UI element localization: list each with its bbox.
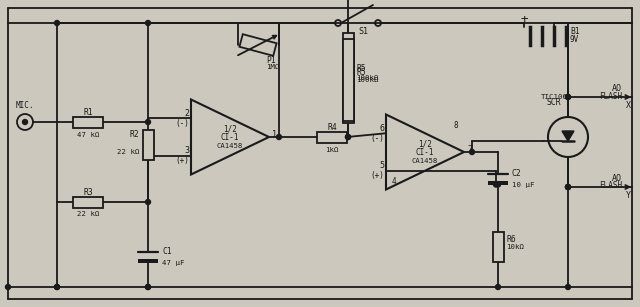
Text: TIC106: TIC106 (541, 94, 568, 100)
Text: 5: 5 (379, 161, 384, 170)
Text: SCR: SCR (547, 98, 561, 107)
Text: FLASH: FLASH (599, 181, 622, 191)
Text: R6: R6 (506, 235, 516, 243)
Bar (488, 181, 508, 185)
Text: 8: 8 (454, 121, 458, 130)
Bar (342, 33, 353, 123)
Text: R4: R4 (327, 123, 337, 132)
Text: CA1458: CA1458 (412, 158, 438, 164)
Circle shape (22, 119, 28, 125)
Text: +: + (520, 13, 528, 26)
Polygon shape (562, 131, 574, 141)
Text: 1/2: 1/2 (418, 139, 432, 149)
Bar (342, 39, 353, 121)
Circle shape (346, 134, 351, 139)
Circle shape (6, 285, 10, 290)
Circle shape (145, 119, 150, 125)
Text: 3: 3 (184, 146, 189, 155)
Text: 1MΩ: 1MΩ (266, 64, 280, 69)
Text: (-): (-) (370, 134, 384, 143)
Bar (73, 116, 103, 127)
Text: AO: AO (612, 173, 622, 182)
Text: 10 μF: 10 μF (512, 182, 534, 188)
Text: AO: AO (612, 84, 622, 92)
Text: 100kΩ: 100kΩ (356, 75, 379, 81)
Circle shape (145, 200, 150, 204)
Circle shape (566, 185, 570, 189)
Circle shape (276, 134, 282, 139)
Circle shape (54, 285, 60, 290)
Text: 1kΩ: 1kΩ (325, 146, 339, 153)
Text: 2: 2 (184, 109, 189, 118)
Bar (317, 131, 347, 142)
Circle shape (54, 21, 60, 25)
Text: 10kΩ: 10kΩ (506, 244, 525, 250)
Circle shape (54, 285, 60, 290)
Bar (143, 130, 154, 160)
Circle shape (145, 21, 150, 25)
Text: B1: B1 (570, 26, 580, 36)
Text: 22 kΩ: 22 kΩ (77, 212, 99, 217)
Text: 100kΩ: 100kΩ (356, 77, 379, 83)
Circle shape (470, 150, 474, 154)
Text: 1: 1 (272, 130, 277, 138)
Text: R2: R2 (130, 130, 140, 139)
Text: S1: S1 (358, 26, 368, 36)
Text: (-): (-) (175, 119, 189, 128)
Circle shape (495, 182, 500, 187)
Text: 7: 7 (467, 145, 472, 154)
Text: 4: 4 (392, 177, 396, 186)
Text: R3: R3 (83, 188, 93, 197)
Text: R5: R5 (356, 68, 366, 76)
Text: R5: R5 (356, 64, 366, 73)
Text: 47 kΩ: 47 kΩ (77, 131, 99, 138)
Bar (73, 196, 103, 208)
Circle shape (566, 95, 570, 99)
Text: FLASH: FLASH (599, 91, 622, 100)
Circle shape (566, 185, 570, 189)
Text: (+): (+) (175, 156, 189, 165)
Bar (138, 258, 158, 262)
Text: Y: Y (625, 191, 630, 200)
Text: (+): (+) (370, 171, 384, 180)
Text: CA1458: CA1458 (217, 143, 243, 149)
Text: 9V: 9V (570, 34, 579, 44)
Text: 6: 6 (379, 124, 384, 133)
Text: MIC.: MIC. (16, 101, 35, 110)
Bar (493, 232, 504, 262)
Text: 1/2: 1/2 (223, 125, 237, 134)
Circle shape (566, 95, 570, 99)
Text: C1: C1 (162, 247, 172, 257)
Text: X: X (625, 100, 630, 110)
Circle shape (346, 134, 351, 139)
Text: R1: R1 (83, 108, 93, 117)
Text: P1: P1 (266, 56, 276, 64)
Circle shape (566, 285, 570, 290)
Circle shape (495, 285, 500, 290)
Text: 47 μF: 47 μF (162, 260, 184, 266)
Text: C2: C2 (512, 169, 522, 177)
Text: CI-1: CI-1 (416, 147, 435, 157)
Circle shape (566, 185, 570, 189)
Text: 22 kΩ: 22 kΩ (117, 149, 140, 155)
Bar (239, 34, 276, 56)
Text: CI-1: CI-1 (221, 133, 239, 142)
Circle shape (145, 285, 150, 290)
Circle shape (145, 285, 150, 290)
Circle shape (493, 182, 499, 187)
